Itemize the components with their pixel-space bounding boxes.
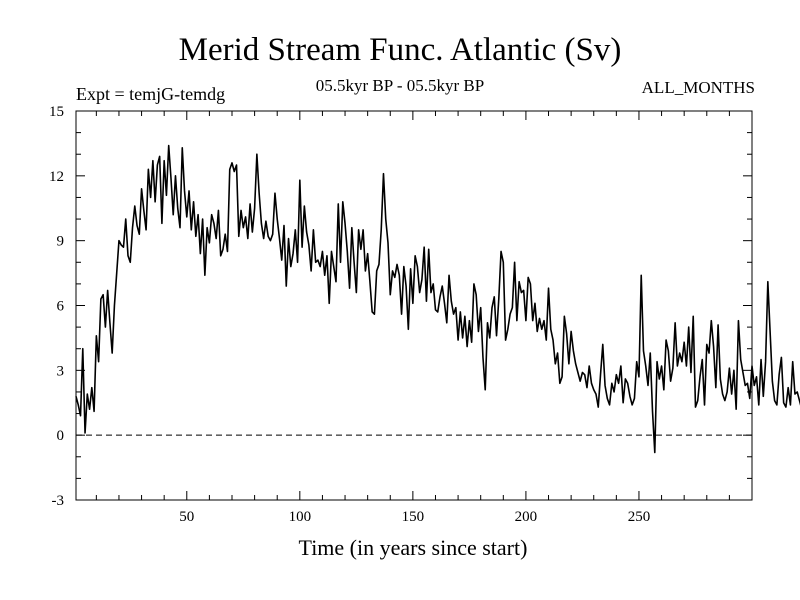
y-tick-label: -3 [52, 493, 65, 509]
y-tick-label: 6 [57, 299, 65, 315]
period-label: 05.5kyr BP - 05.5kyr BP [315, 76, 485, 95]
series-layer [75, 144, 800, 454]
x-axis-label: Time (in years since start) [298, 535, 528, 560]
y-tick-label: 9 [57, 234, 65, 250]
y-tick-label: 15 [49, 104, 64, 120]
x-tick-label: 200 [515, 509, 538, 525]
chart-title: Merid Stream Func. Atlantic (Sv) [178, 32, 622, 68]
x-tick-label: 250 [628, 509, 651, 525]
y-tick-label: 3 [57, 363, 65, 379]
plot-frame [75, 110, 753, 501]
series-line-0 [75, 144, 800, 454]
x-tick-label: 100 [289, 509, 312, 525]
y-tick-label: 12 [49, 169, 64, 185]
x-tick-label: 150 [402, 509, 425, 525]
x-tick-label: 50 [179, 509, 194, 525]
y-axis-ticks: -3 0 3 6 9 12 15 [49, 104, 752, 509]
months-label: ALL_MONTHS [641, 78, 755, 97]
x-axis-ticks: 50 100 150 200 250 [95, 111, 730, 525]
experiment-label: Expt = temjG-temdg [76, 84, 226, 104]
y-tick-label: 0 [57, 428, 65, 444]
